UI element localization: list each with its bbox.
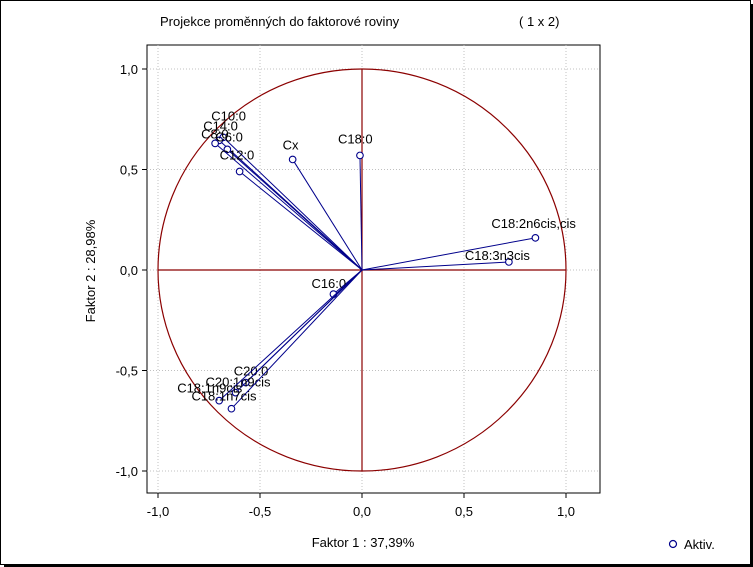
vector-line (361, 261, 509, 271)
point-label: C6:0 (215, 129, 242, 144)
vector-line (239, 171, 363, 271)
vector-line (359, 155, 363, 271)
data-point (231, 388, 240, 397)
vector-line (292, 159, 363, 271)
point-label: C10:0 (211, 108, 246, 123)
chart-title-suffix: ( 1 x 2) (519, 14, 559, 29)
data-point (288, 155, 297, 164)
point-label: C18:2n6cis,cis (491, 216, 576, 231)
point-label: C16:0 (311, 276, 346, 291)
y-tick-label: 0,0 (120, 263, 138, 278)
point-label: C12:0 (220, 148, 255, 163)
x-tick-label: -1,0 (147, 504, 169, 519)
data-point (223, 145, 232, 154)
data-point (211, 139, 219, 148)
data-point (227, 404, 236, 413)
point-label: C8:0 (201, 126, 228, 141)
legend: Aktiv. (668, 537, 715, 552)
data-point (235, 167, 244, 176)
vector-line (235, 269, 363, 393)
data-point (356, 151, 364, 160)
vector-line (361, 237, 536, 271)
vector-line (222, 136, 363, 271)
legend-label: Aktiv. (684, 537, 715, 552)
y-tick-label: 0,5 (120, 163, 138, 178)
plot-area: -1,0 -0,5 0,0 0,5 1,01,00,50,0-0,5-1,0C10:0C… (116, 44, 601, 519)
point-label: C18:1n7cis (191, 389, 257, 404)
vector-line (218, 269, 363, 402)
point-label: C18:3n3cis (465, 248, 531, 263)
x-tick-label: 0,5 (455, 504, 473, 519)
y-axis-label: Faktor 2 : 28,98% (83, 219, 98, 322)
vector-line (214, 142, 363, 271)
x-tick-label: 1,0 (557, 504, 575, 519)
x-tick-label: 0,0 (353, 504, 371, 519)
point-label: Cx (283, 137, 299, 152)
vector-line (227, 149, 363, 271)
point-label: C18:1n9cis (177, 381, 243, 396)
data-point (531, 233, 540, 242)
x-tick-label: -0,5 (249, 504, 271, 519)
y-tick-label: -1,0 (116, 464, 138, 479)
legend-marker (668, 539, 678, 549)
point-label: C14:0 (203, 118, 238, 133)
y-tick-label: 1,0 (120, 62, 138, 77)
y-tick-label: -0,5 (116, 364, 138, 379)
data-point (505, 258, 513, 266)
point-label: C20:1n9cis (206, 375, 272, 390)
data-point (215, 396, 224, 405)
point-label: C18:0 (338, 131, 373, 146)
x-axis-label: Faktor 1 : 37,39% (312, 535, 415, 550)
vector-line (231, 269, 363, 410)
chart-title: Projekce proměnných do faktorové roviny (160, 14, 400, 29)
